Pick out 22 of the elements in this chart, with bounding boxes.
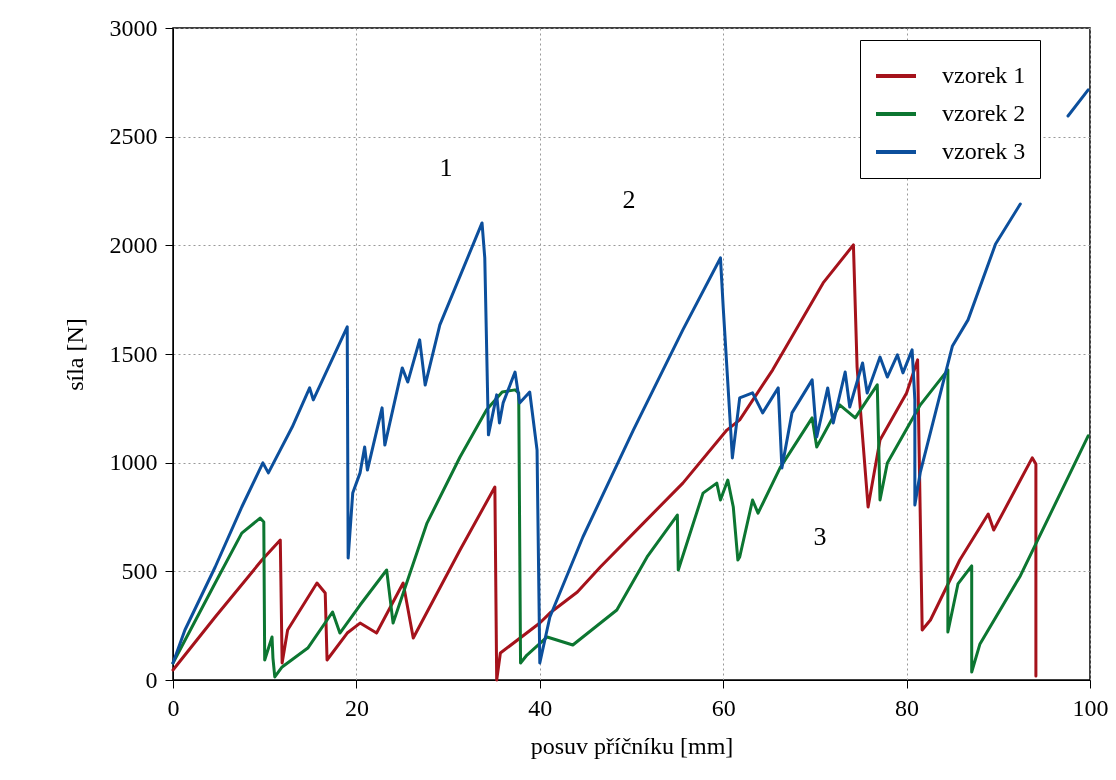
legend-label: vzorek 2 [942, 100, 1026, 126]
x-tick-label: 20 [344, 694, 369, 721]
x-tick-label: 60 [711, 694, 736, 721]
x-tick-label: 80 [895, 694, 920, 721]
x-axis-title: posuv příčníku [mm] [530, 732, 734, 759]
legend-label: vzorek 3 [942, 138, 1026, 164]
y-tick-label: 1000 [109, 449, 158, 476]
y-tick-label: 500 [121, 557, 158, 584]
y-axis-title: síla [N] [61, 318, 88, 391]
y-tick-label: 2500 [109, 123, 158, 150]
y-tick-label: 2000 [109, 231, 158, 258]
annotation: 2 [622, 185, 636, 214]
legend-label: vzorek 1 [942, 62, 1026, 88]
y-tick-label: 0 [145, 666, 158, 693]
x-tick-label: 40 [528, 694, 553, 721]
x-tick-label: 100 [1072, 694, 1109, 721]
line-series [171, 243, 1038, 682]
annotation: 3 [813, 522, 827, 551]
x-tick-label: 0 [167, 694, 180, 721]
y-tick-label: 3000 [109, 14, 158, 41]
annotation: 1 [439, 153, 453, 182]
y-tick-label: 1500 [109, 340, 158, 367]
